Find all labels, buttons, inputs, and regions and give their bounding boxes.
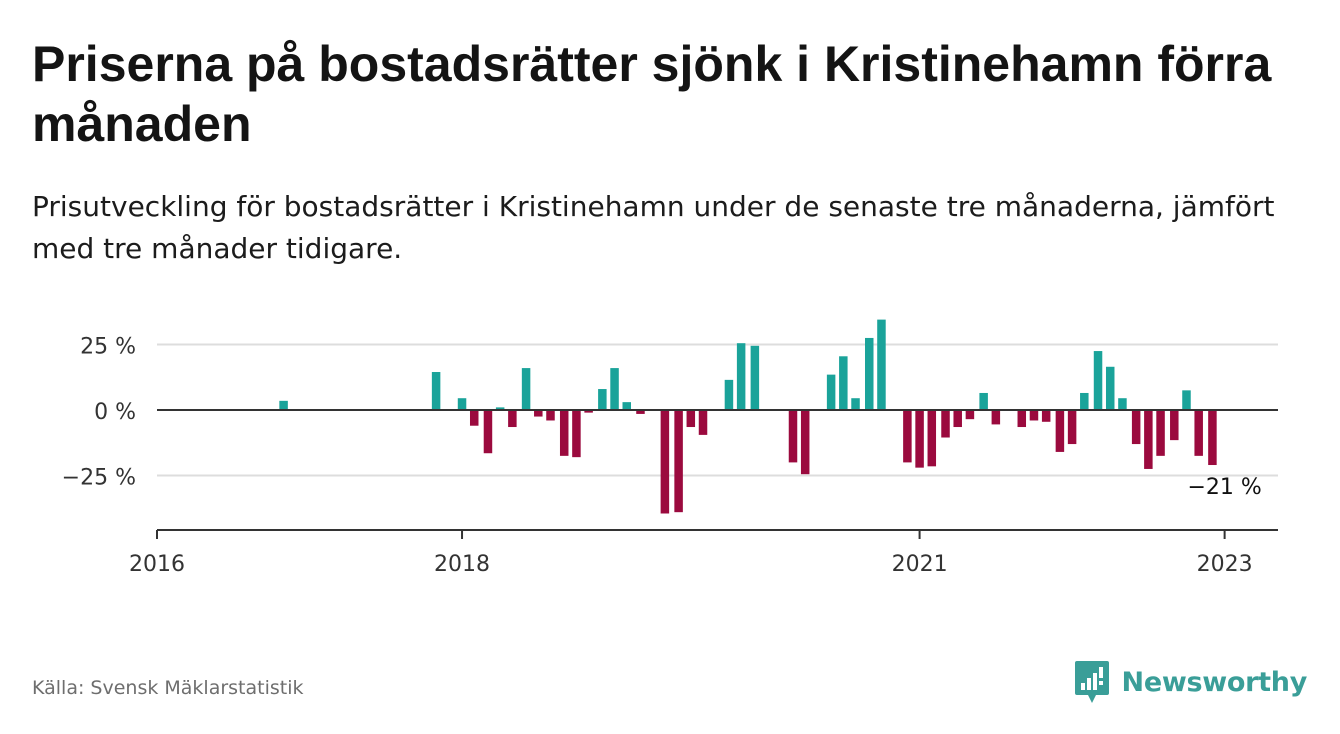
- y-tick-label: 0 %: [94, 400, 136, 425]
- bar-positive: [1080, 392, 1089, 410]
- bar-negative: [636, 410, 645, 414]
- bar-positive: [1093, 351, 1103, 410]
- bar-negative: [1029, 410, 1039, 421]
- bar-negative: [584, 410, 593, 413]
- bar-positive: [839, 356, 848, 410]
- bar-negative: [1156, 410, 1165, 456]
- bar-negative: [800, 410, 810, 475]
- brand-logo: Newsworthy: [1074, 660, 1307, 704]
- bar-negative: [686, 410, 696, 428]
- bar-negative: [660, 410, 670, 514]
- y-tick-label: 25 %: [80, 335, 136, 360]
- bar-negative: [508, 410, 517, 428]
- bar-negative: [572, 410, 581, 458]
- bar-negative: [1067, 410, 1077, 445]
- x-tick-label: 2023: [1197, 552, 1253, 577]
- bar-negative: [1055, 410, 1065, 452]
- bar-positive: [1118, 398, 1127, 410]
- bar-negative: [1017, 410, 1027, 428]
- bar-positive: [865, 337, 874, 410]
- bar-positive: [736, 343, 746, 410]
- bar-positive: [851, 398, 860, 410]
- bar-positive: [826, 374, 836, 410]
- brand-name: Newsworthy: [1121, 666, 1308, 698]
- bar-negative: [483, 410, 493, 454]
- bar-negative: [698, 410, 708, 435]
- bar-positive: [431, 372, 441, 410]
- bar-positive: [750, 345, 760, 410]
- bar-positive: [521, 368, 531, 410]
- bar-positive: [457, 398, 467, 410]
- source-note: Källa: Svensk Mäklarstatistik: [32, 677, 304, 699]
- bar-negative: [559, 410, 569, 456]
- bar-positive: [1105, 366, 1115, 410]
- bar-negative: [991, 410, 1001, 425]
- bar-negative: [1131, 410, 1141, 445]
- bar-negative: [941, 410, 950, 438]
- bar-negative: [1208, 410, 1217, 466]
- bar-negative: [546, 410, 555, 421]
- bar-negative: [1170, 410, 1179, 441]
- bar-negative: [1041, 410, 1051, 422]
- bar-positive: [979, 392, 988, 410]
- x-tick-label: 2021: [892, 552, 948, 577]
- bar-positive: [1182, 390, 1191, 410]
- bar-negative: [788, 410, 798, 463]
- bar-negative: [953, 410, 962, 428]
- latest-value-annotation: −21 %: [1187, 475, 1261, 500]
- chart-title: Priserna på bostadsrätter sjönk i Kristi…: [32, 36, 1272, 152]
- bar-negative: [1194, 410, 1203, 456]
- bar-positive: [610, 368, 619, 410]
- bar-positive: [598, 389, 607, 410]
- bar-negative: [534, 410, 543, 417]
- chart-subtitle: Prisutveckling för bostadsrätter i Krist…: [32, 190, 1275, 265]
- bar-negative: [469, 410, 479, 426]
- newsworthy-logo-icon: [1074, 661, 1109, 703]
- bar-positive: [877, 319, 886, 410]
- bar-positive: [724, 379, 734, 410]
- bar-negative: [927, 410, 937, 467]
- bar-negative: [915, 410, 924, 468]
- x-tick-label: 2018: [434, 552, 490, 577]
- bar-negative: [1144, 410, 1153, 469]
- bar-negative: [674, 410, 683, 513]
- bar-positive: [495, 407, 505, 410]
- y-tick-label: −25 %: [62, 466, 136, 491]
- bar-negative: [965, 410, 975, 420]
- bar-positive: [622, 402, 632, 410]
- bar-negative: [903, 410, 912, 463]
- bar-positive: [279, 400, 288, 410]
- bar-chart: 25 % 0 % −25 % 2016 2018 2021 2023 −21 %: [62, 319, 1278, 577]
- x-tick-label: 2016: [129, 552, 185, 577]
